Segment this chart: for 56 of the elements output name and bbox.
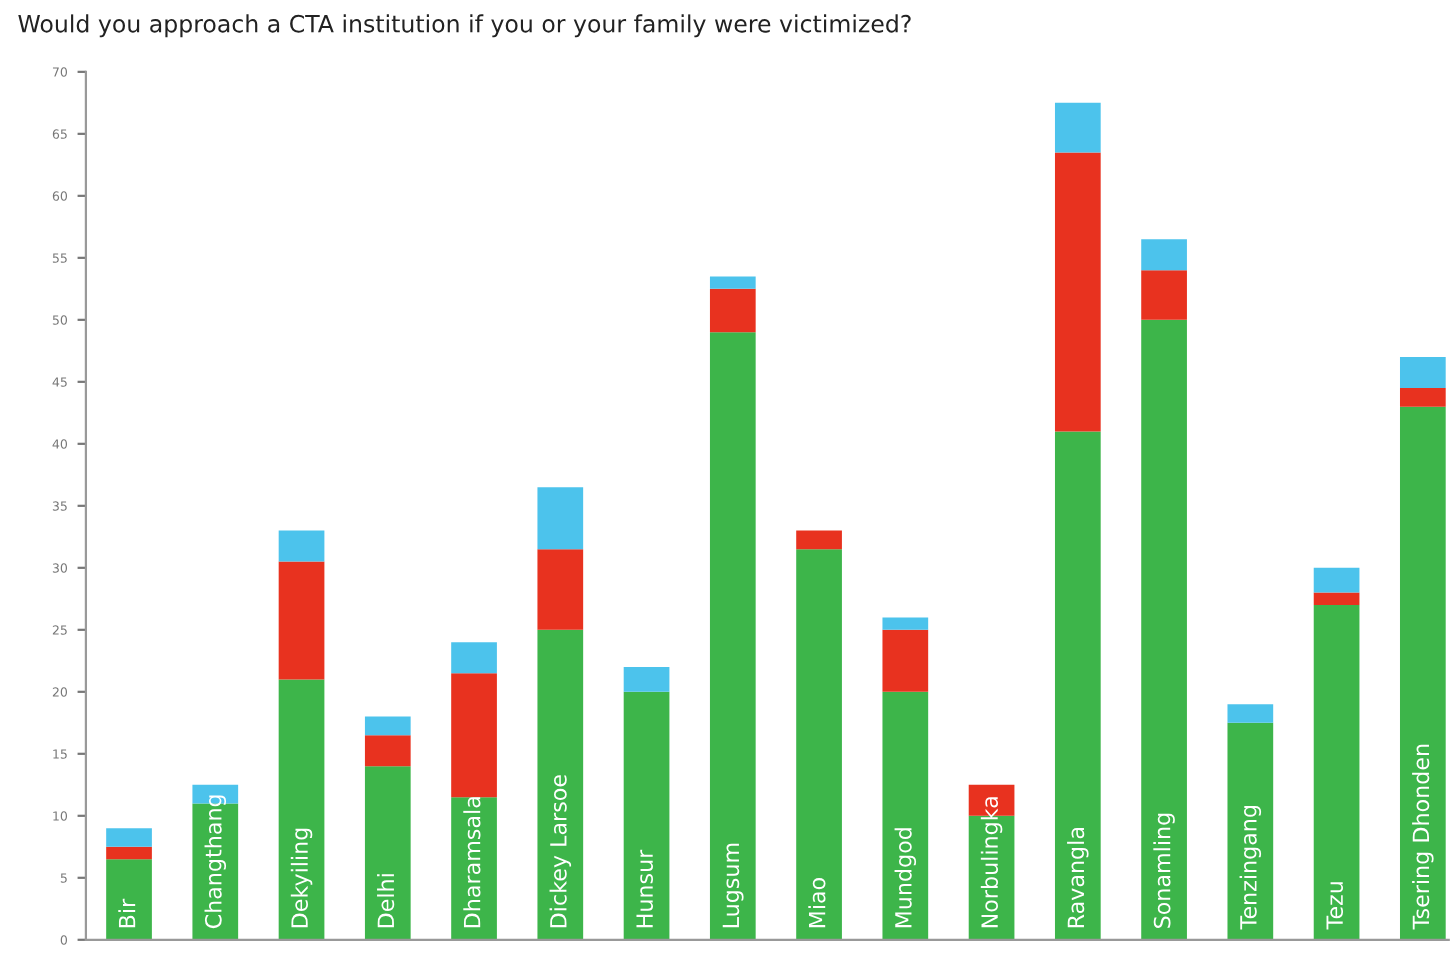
bar <box>537 629 584 940</box>
bar <box>1141 319 1187 940</box>
chart-title: Would you approach a CTA institution if you or your family were victimized? <box>18 14 911 38</box>
x-tick-label: Bir <box>118 898 136 928</box>
bar <box>709 276 756 289</box>
x-tick-label: Lugsum <box>722 843 744 928</box>
bar <box>1399 357 1446 389</box>
bar <box>1141 270 1187 320</box>
x-tick-label: Mundgod <box>894 828 917 928</box>
bar <box>278 530 325 562</box>
bar <box>106 828 152 847</box>
x-tick-label: Ravangla <box>1067 828 1089 928</box>
x-tick-label: Dharamsala <box>463 797 481 928</box>
bar <box>709 288 756 333</box>
x-tick-label: Sonamling <box>1153 813 1175 928</box>
bar <box>106 846 152 860</box>
x-tick-label: Norbulingka <box>980 797 1003 928</box>
bar <box>537 487 584 550</box>
bar <box>1313 592 1360 606</box>
bar <box>1054 431 1101 940</box>
x-tick-label: Changthang <box>204 795 227 929</box>
x-tick-label: Tenzingang <box>1239 806 1262 930</box>
bar <box>882 691 929 940</box>
bar <box>882 617 929 630</box>
bar <box>1313 605 1360 940</box>
bar <box>1399 388 1446 407</box>
bar <box>451 797 497 940</box>
bar <box>1227 704 1274 723</box>
x-tick-label: Dickey Larsoe <box>549 775 572 928</box>
bar <box>1227 722 1274 940</box>
bar <box>106 859 152 940</box>
x-tick-label: Delhi <box>377 874 395 928</box>
x-tick-label: Tsering Dhonden <box>1412 744 1434 930</box>
x-tick-label: Tezu <box>1326 882 1344 930</box>
bar <box>364 716 411 736</box>
bar <box>278 561 325 680</box>
bar <box>1141 239 1187 271</box>
bar <box>882 629 929 692</box>
x-tick-label: Dekyiling <box>290 828 313 928</box>
bar <box>451 673 497 798</box>
bar <box>709 332 756 940</box>
bar <box>623 667 670 692</box>
bar <box>1054 102 1101 153</box>
bar <box>278 679 325 940</box>
bar <box>364 766 411 940</box>
bar <box>1399 406 1446 940</box>
bar <box>537 549 584 630</box>
bar <box>796 549 842 940</box>
x-tick-label: Hunsur <box>636 849 653 928</box>
bar <box>796 530 842 550</box>
bar <box>623 691 670 940</box>
bar <box>1054 152 1101 432</box>
x-tick-label: Miao <box>808 878 826 928</box>
bar <box>451 642 497 674</box>
bar <box>1313 567 1360 593</box>
bar <box>364 735 411 767</box>
